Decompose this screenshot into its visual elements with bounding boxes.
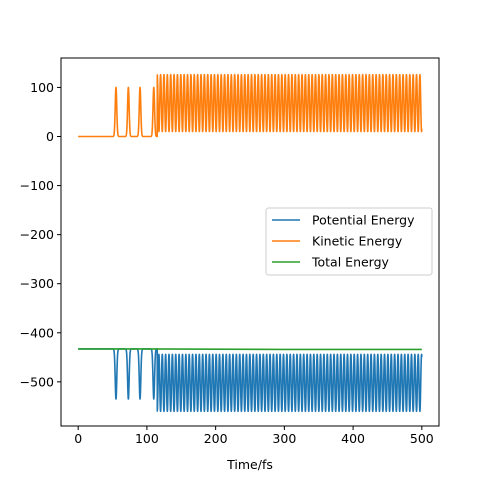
y-tick-label: −300	[20, 276, 54, 291]
legend: Potential Energy Kinetic Energy Total Ener…	[265, 207, 433, 276]
series-line-1	[77, 73, 423, 138]
x-tick-label: 500	[410, 431, 434, 446]
legend-label: Potential Energy	[312, 213, 415, 228]
series-lines	[77, 73, 423, 413]
y-tick-label: −200	[20, 227, 54, 242]
y-tick-label: 0	[46, 129, 54, 144]
x-tick-label: 400	[341, 431, 365, 446]
legend-box	[265, 207, 433, 276]
plot-frame	[60, 57, 440, 427]
y-axis: 100 0 −100 −200 −300 −400 −500	[20, 80, 61, 389]
x-tick-label: 200	[204, 431, 228, 446]
x-axis: 0 100 200 300 400 500	[74, 426, 434, 446]
x-axis-label: Time/fs	[226, 457, 273, 472]
legend-label: Total Energy	[311, 255, 390, 270]
legend-label: Kinetic Energy	[312, 234, 403, 249]
x-tick-label: 100	[135, 431, 159, 446]
x-tick-label: 0	[74, 431, 82, 446]
y-tick-label: −100	[20, 178, 54, 193]
x-tick-label: 300	[272, 431, 296, 446]
y-tick-label: 100	[30, 80, 54, 95]
y-tick-label: −500	[20, 374, 54, 389]
y-tick-label: −400	[20, 325, 54, 340]
